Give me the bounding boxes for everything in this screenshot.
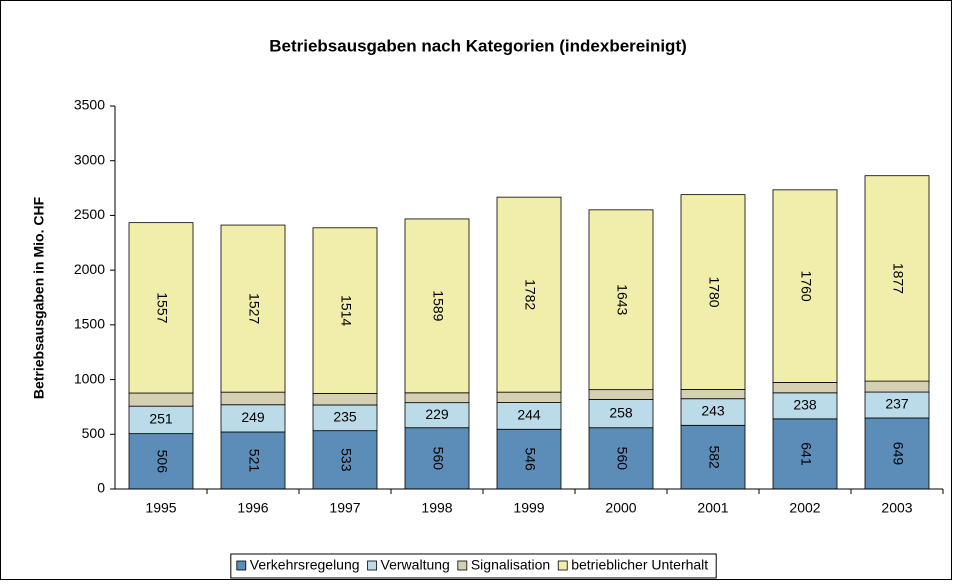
bar-segment: [772, 382, 838, 394]
bar-segment: [312, 430, 378, 490]
bar-segment: [588, 399, 654, 429]
bar-segment: [404, 427, 470, 490]
bar-segment: [680, 194, 746, 390]
data-label: 1514: [338, 295, 354, 326]
data-label: 641: [798, 442, 814, 466]
legend-label: betrieblicher Unterhalt: [571, 557, 708, 573]
bar-segment: [496, 196, 562, 393]
legend-swatch: [367, 560, 377, 571]
bar-segment: [404, 218, 470, 394]
bar-segment: [312, 393, 378, 406]
bar-segment: [496, 428, 562, 490]
bar-segment: [680, 389, 746, 400]
y-axis-label: Betriebsausgaben in Mio. CHF: [31, 196, 47, 399]
y-tick-label: 1500: [74, 316, 105, 332]
bar-segment: [680, 398, 746, 426]
x-tick-label: 2002: [789, 500, 820, 516]
data-label: 1780: [706, 276, 722, 307]
legend-box: [230, 553, 717, 579]
bar-segment: [220, 431, 286, 490]
data-label: 1527: [246, 293, 262, 324]
bar-segment: [404, 392, 470, 404]
data-label: 1760: [798, 271, 814, 302]
data-label: 251: [149, 411, 173, 427]
bar-segment: [220, 391, 286, 406]
data-label: 249: [241, 409, 265, 425]
data-label: 582: [706, 445, 722, 469]
data-label: 546: [522, 447, 538, 471]
data-label: 533: [338, 448, 354, 472]
chart-title: Betriebsausgaben nach Kategorien (indexb…: [269, 36, 687, 55]
data-label: 1877: [890, 263, 906, 294]
bar-segment: [864, 391, 930, 419]
data-label: 521: [246, 449, 262, 473]
data-label: 238: [793, 397, 817, 413]
bar-segment: [220, 404, 286, 433]
bar-segment: [772, 418, 838, 490]
y-tick-label: 0: [97, 480, 105, 496]
data-label: 1782: [522, 279, 538, 310]
y-tick-label: 1000: [74, 370, 105, 386]
x-tick-label: 2001: [697, 500, 728, 516]
data-label: 237: [885, 396, 909, 412]
x-tick-label: 2003: [881, 500, 912, 516]
data-label: 235: [333, 409, 357, 425]
bar-segment: [128, 392, 194, 407]
y-tick-label: 2500: [74, 206, 105, 222]
legend-label: Verkehrsregelung: [250, 557, 360, 573]
bar-segment: [588, 389, 654, 400]
bar-segment: [864, 380, 930, 393]
data-label: 1643: [614, 284, 630, 315]
y-tick-label: 3500: [74, 97, 105, 113]
data-label: 258: [609, 404, 633, 420]
x-tick-label: 1998: [421, 500, 452, 516]
x-tick-label: 1997: [329, 500, 360, 516]
bar-segment: [496, 391, 562, 403]
y-tick-label: 3000: [74, 151, 105, 167]
legend-label: Signalisation: [471, 557, 550, 573]
data-label: 649: [890, 442, 906, 466]
legend-swatch: [557, 560, 568, 571]
bar-segment: [312, 227, 378, 394]
data-label: 560: [430, 447, 446, 471]
bar-segment: [772, 189, 838, 383]
legend-swatch: [457, 560, 468, 571]
legend-label: Verwaltung: [381, 557, 450, 573]
data-label: 244: [517, 407, 541, 423]
x-tick-label: 2000: [605, 500, 636, 516]
bar-segment: [220, 224, 286, 393]
y-tick-label: 500: [82, 425, 106, 441]
data-label: 1589: [430, 290, 446, 321]
data-label: 560: [614, 447, 630, 471]
legend-swatch: [236, 560, 247, 571]
bar-segment: [128, 222, 194, 394]
x-tick-label: 1995: [145, 500, 176, 516]
data-label: 229: [425, 406, 449, 422]
bar-segment: [680, 424, 746, 490]
y-tick-label: 2000: [74, 261, 105, 277]
data-label: 243: [701, 403, 725, 419]
bar-segment: [588, 209, 654, 391]
bar-segment: [864, 175, 930, 382]
x-tick-label: 1996: [237, 500, 268, 516]
bar-segment: [496, 402, 562, 430]
bar-segment: [404, 402, 470, 429]
data-label: 1557: [154, 292, 170, 323]
data-label: 506: [154, 450, 170, 474]
x-tick-label: 1999: [513, 500, 544, 516]
